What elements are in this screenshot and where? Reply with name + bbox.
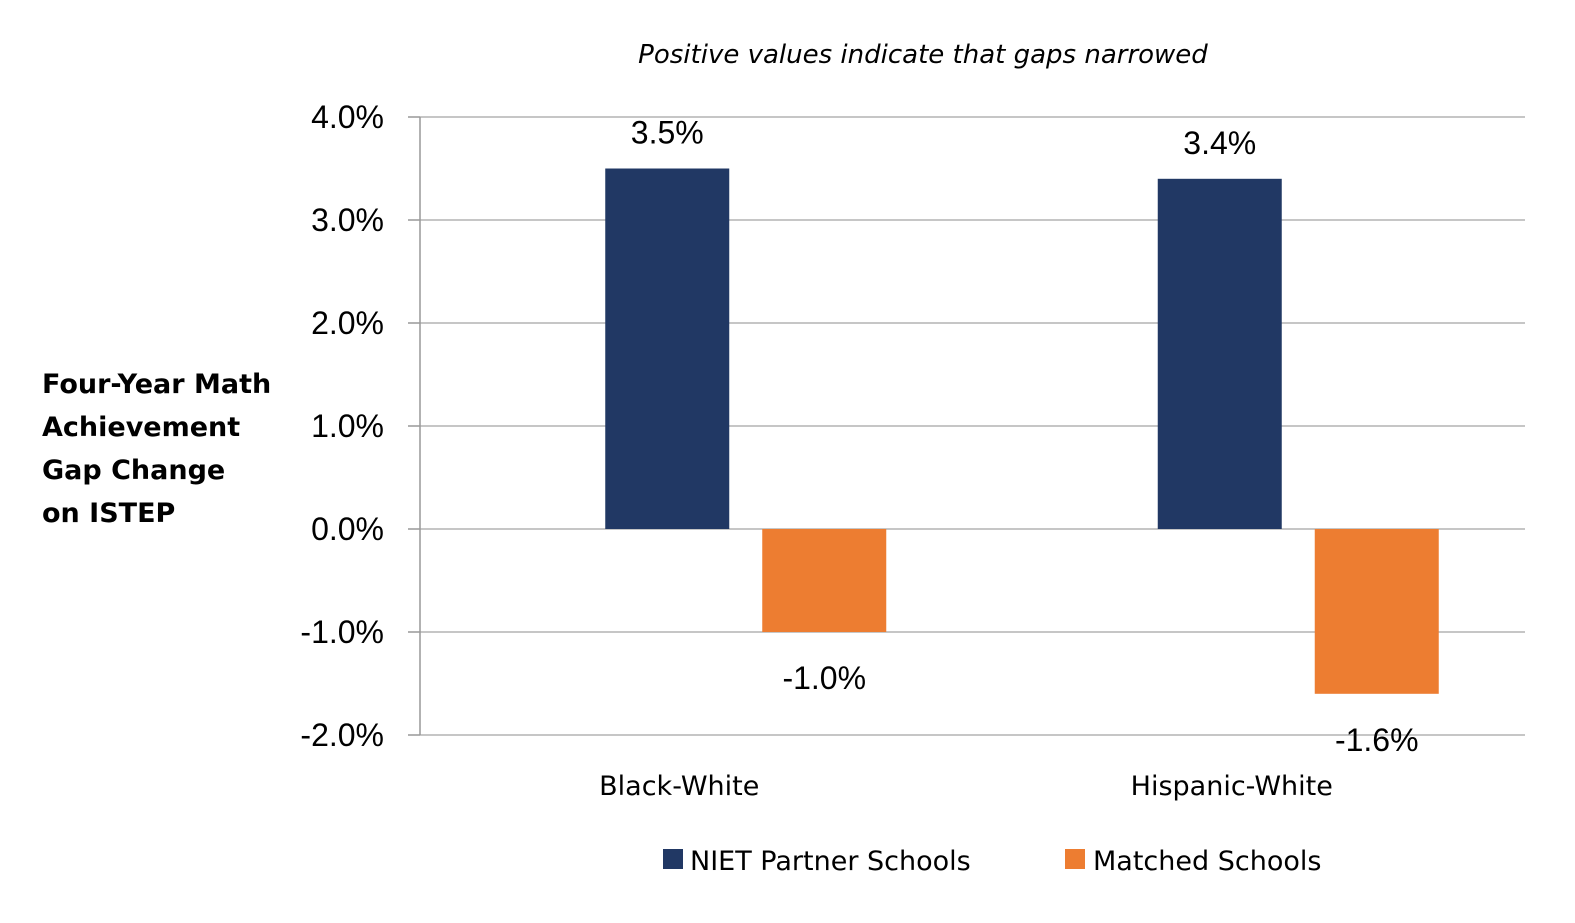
y-axis: 4.0% 3.0% 2.0% 1.0% 0.0% -1.0% -2.0%: [300, 99, 421, 753]
y-tick-label: 1.0%: [311, 408, 384, 444]
bar: [605, 168, 730, 529]
y-tick-label: 2.0%: [311, 305, 384, 341]
data-label: 3.4%: [1183, 125, 1256, 161]
y-axis-label-line: on ISTEP: [42, 498, 175, 529]
legend-label: Matched Schools: [1093, 846, 1321, 877]
data-label: -1.6%: [1335, 722, 1419, 758]
gridlines: [420, 116, 1525, 736]
y-axis-label: Four-Year Math Achievement Gap Change on…: [42, 369, 281, 529]
chart-subtitle: Positive values indicate that gaps narro…: [638, 40, 1208, 70]
legend: NIET Partner Schools Matched Schools: [663, 846, 1321, 877]
legend-swatch: [663, 849, 683, 869]
bar: [1157, 178, 1282, 530]
data-label: 3.5%: [631, 115, 704, 151]
data-label: -1.0%: [782, 660, 866, 696]
y-tick-label: 0.0%: [311, 511, 384, 547]
category-labels: Black-White Hispanic-White: [599, 771, 1333, 802]
category-label: Hispanic-White: [1131, 771, 1333, 802]
y-axis-label-line: Four-Year Math: [42, 369, 271, 400]
category-label: Black-White: [599, 771, 759, 802]
legend-label: NIET Partner Schools: [690, 846, 971, 877]
data-labels: 3.5% -1.0% 3.4% -1.6%: [631, 115, 1419, 758]
bar: [762, 529, 887, 632]
y-tick-label: 3.0%: [311, 202, 384, 238]
y-tick-label: -1.0%: [300, 614, 384, 650]
y-axis-label-line: Gap Change: [42, 455, 225, 486]
legend-swatch: [1065, 849, 1085, 869]
y-tick-label: -2.0%: [300, 717, 384, 753]
y-tick-label: 4.0%: [311, 99, 384, 135]
bars: [605, 168, 1439, 694]
y-axis-label-line: Achievement: [42, 412, 240, 443]
bar: [1314, 529, 1439, 694]
